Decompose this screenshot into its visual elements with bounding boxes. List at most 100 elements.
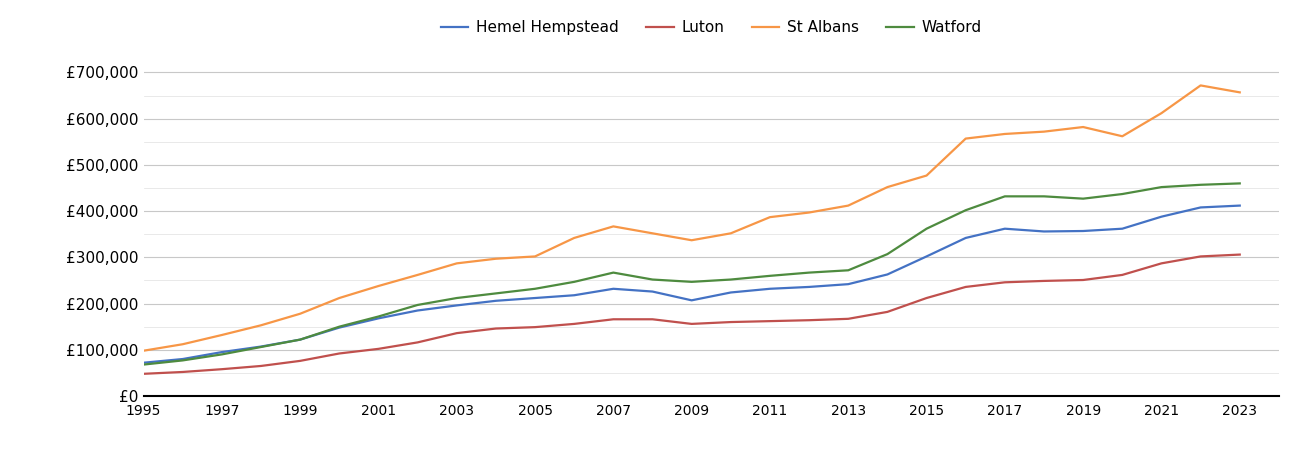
St Albans — [645, 230, 660, 236]
St Albans — [1154, 110, 1169, 116]
Watford — [253, 344, 269, 350]
Line: Watford: Watford — [144, 184, 1240, 364]
Luton — [1232, 252, 1248, 257]
St Albans — [1114, 134, 1130, 139]
Luton — [997, 279, 1013, 285]
St Albans — [136, 348, 151, 353]
Watford — [449, 295, 465, 301]
Hemel Hempstead — [253, 344, 269, 349]
Hemel Hempstead — [292, 337, 308, 342]
Luton — [527, 324, 543, 330]
St Albans — [997, 131, 1013, 137]
Watford — [136, 362, 151, 367]
Legend: Hemel Hempstead, Luton, St Albans, Watford: Hemel Hempstead, Luton, St Albans, Watfo… — [435, 14, 988, 41]
St Albans — [253, 323, 269, 328]
St Albans — [1075, 124, 1091, 130]
Hemel Hempstead — [1193, 205, 1208, 210]
Luton — [331, 351, 347, 356]
Watford — [214, 352, 230, 357]
Luton — [684, 321, 699, 327]
St Albans — [527, 254, 543, 259]
Line: St Albans: St Albans — [144, 86, 1240, 351]
St Albans — [958, 136, 974, 141]
St Albans — [801, 210, 817, 215]
Hemel Hempstead — [684, 297, 699, 303]
Luton — [371, 346, 386, 351]
Luton — [801, 318, 817, 323]
Hemel Hempstead — [410, 308, 425, 313]
Luton — [919, 295, 934, 301]
Watford — [880, 252, 895, 257]
St Albans — [488, 256, 504, 261]
Hemel Hempstead — [801, 284, 817, 290]
St Albans — [684, 238, 699, 243]
Luton — [292, 358, 308, 364]
Watford — [331, 324, 347, 329]
Watford — [371, 314, 386, 319]
Watford — [762, 273, 778, 279]
Luton — [645, 317, 660, 322]
Luton — [1036, 278, 1052, 284]
Hemel Hempstead — [606, 286, 621, 292]
Hemel Hempstead — [762, 286, 778, 292]
Hemel Hempstead — [1114, 226, 1130, 231]
Hemel Hempstead — [1232, 203, 1248, 208]
Luton — [449, 330, 465, 336]
St Albans — [292, 311, 308, 316]
St Albans — [371, 284, 386, 289]
Watford — [684, 279, 699, 284]
Watford — [606, 270, 621, 275]
Luton — [1075, 277, 1091, 283]
Watford — [1075, 196, 1091, 201]
Watford — [723, 277, 739, 282]
Hemel Hempstead — [136, 360, 151, 365]
Luton — [410, 340, 425, 345]
St Albans — [449, 261, 465, 266]
Watford — [1114, 191, 1130, 197]
Watford — [1193, 182, 1208, 188]
Hemel Hempstead — [1154, 214, 1169, 220]
Hemel Hempstead — [840, 281, 856, 287]
St Albans — [919, 173, 934, 178]
Watford — [645, 277, 660, 282]
St Albans — [1232, 90, 1248, 95]
Line: Hemel Hempstead: Hemel Hempstead — [144, 206, 1240, 363]
Luton — [723, 320, 739, 325]
Hemel Hempstead — [488, 298, 504, 303]
Luton — [1154, 261, 1169, 266]
Hemel Hempstead — [449, 303, 465, 308]
Watford — [527, 286, 543, 292]
Luton — [762, 319, 778, 324]
St Albans — [331, 295, 347, 301]
St Albans — [214, 332, 230, 338]
Watford — [1232, 181, 1248, 186]
Watford — [292, 337, 308, 342]
Hemel Hempstead — [1036, 229, 1052, 234]
Hemel Hempstead — [214, 349, 230, 355]
Hemel Hempstead — [371, 315, 386, 321]
Watford — [1036, 194, 1052, 199]
Luton — [606, 317, 621, 322]
Luton — [488, 326, 504, 331]
Hemel Hempstead — [723, 290, 739, 295]
Hemel Hempstead — [919, 254, 934, 259]
Luton — [136, 371, 151, 377]
Watford — [840, 268, 856, 273]
St Albans — [840, 203, 856, 208]
St Albans — [606, 224, 621, 229]
Luton — [840, 316, 856, 321]
Hemel Hempstead — [1075, 228, 1091, 234]
Watford — [919, 226, 934, 231]
Hemel Hempstead — [566, 292, 582, 298]
Hemel Hempstead — [958, 235, 974, 241]
St Albans — [1193, 83, 1208, 88]
St Albans — [880, 184, 895, 190]
Watford — [175, 358, 191, 363]
Luton — [1114, 272, 1130, 278]
Luton — [566, 321, 582, 327]
Watford — [958, 207, 974, 213]
Luton — [253, 363, 269, 369]
St Albans — [410, 272, 425, 278]
Watford — [488, 291, 504, 296]
Hemel Hempstead — [331, 325, 347, 330]
